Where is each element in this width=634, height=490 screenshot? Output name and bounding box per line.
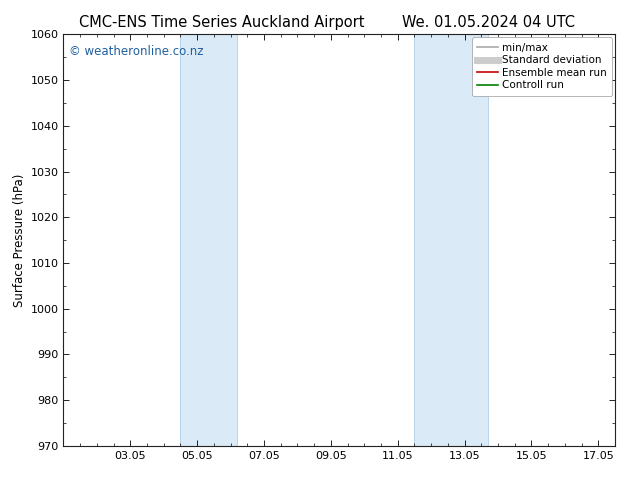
Y-axis label: Surface Pressure (hPa): Surface Pressure (hPa) <box>13 173 26 307</box>
Legend: min/max, Standard deviation, Ensemble mean run, Controll run: min/max, Standard deviation, Ensemble me… <box>472 37 612 96</box>
Text: © weatheronline.co.nz: © weatheronline.co.nz <box>69 45 204 58</box>
Text: We. 01.05.2024 04 UTC: We. 01.05.2024 04 UTC <box>402 15 574 30</box>
Text: CMC-ENS Time Series Auckland Airport: CMC-ENS Time Series Auckland Airport <box>79 15 365 30</box>
Bar <box>415 34 488 446</box>
Bar <box>181 34 237 446</box>
